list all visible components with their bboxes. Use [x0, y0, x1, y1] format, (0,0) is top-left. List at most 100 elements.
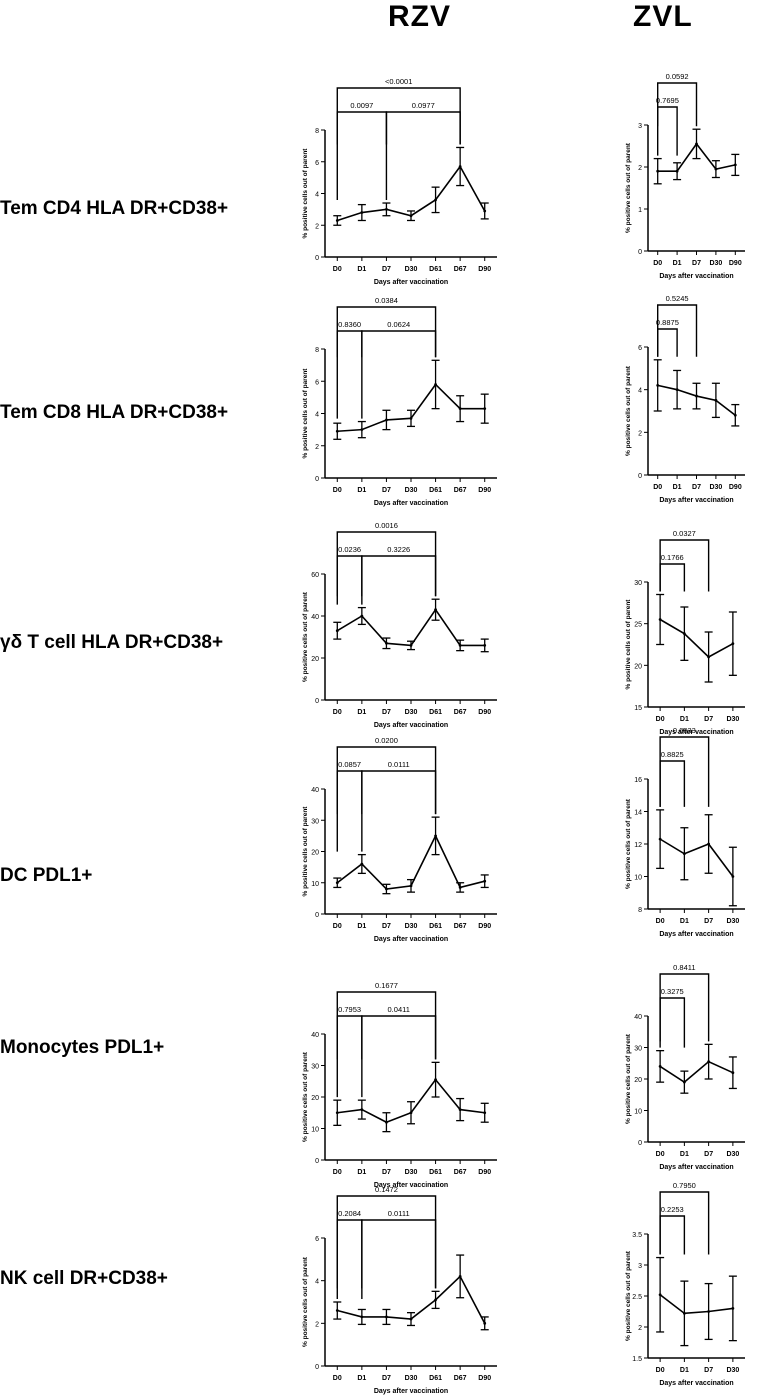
x-tick-label: D0: [333, 266, 342, 273]
significance-bracket: [659, 1215, 686, 1255]
significance-bracket: [336, 531, 437, 597]
data-point: [707, 842, 711, 846]
y-tick-label: 2: [638, 430, 642, 437]
x-tick-label: D90: [478, 487, 491, 494]
y-tick-label: 3: [638, 1263, 642, 1270]
data-point: [695, 394, 698, 398]
significance-bracket: [657, 82, 698, 127]
p-value-label: 0.1766: [661, 553, 684, 562]
p-value-label: 0.8875: [656, 318, 679, 327]
series-line: [659, 618, 734, 658]
p-value-label: 0.0111: [388, 760, 410, 769]
x-tick-label: D67: [454, 1375, 467, 1382]
p-value-label: 0.0857: [338, 760, 361, 769]
data-point: [458, 1108, 462, 1111]
data-point: [714, 167, 718, 171]
significance-bracket: [336, 770, 363, 852]
data-point: [385, 1315, 388, 1319]
data-point: [385, 1120, 388, 1124]
p-value-label: 0.8360: [338, 320, 361, 329]
chart-rzv-10: 0 2 4 6 D0 D1 D7 D30 D61 D67 D90 Days after vaccina…: [302, 1185, 497, 1395]
y-tick-label: 4: [638, 388, 642, 395]
y-tick-label: 2: [315, 1321, 319, 1328]
data-point: [434, 383, 437, 386]
x-tick-label: D0: [656, 1367, 665, 1374]
y-tick-label: 10: [311, 1127, 319, 1134]
p-value-label: 0.5245: [666, 294, 689, 303]
data-point: [731, 642, 735, 646]
data-point: [409, 416, 413, 420]
y-tick-label: 0: [315, 1158, 319, 1165]
x-tick-label: D0: [333, 923, 342, 930]
row-label-gd-t-cell: γδ T cell HLA DR+CD38+: [0, 632, 224, 653]
y-tick-label: 10: [311, 881, 319, 888]
data-point: [335, 629, 339, 633]
x-tick-label: D1: [357, 709, 366, 716]
x-tick-label: D7: [692, 484, 701, 491]
significance-bracket: [659, 539, 710, 592]
x-axis-title: Days after vaccination: [659, 1380, 733, 1387]
data-point: [434, 834, 437, 838]
y-tick-label: 15: [634, 705, 642, 712]
y-tick-label: 2: [315, 444, 319, 451]
chart-zvl-1: 0 1 2 3 D0 D1 D7 D30 D90 Days after vaccination % …: [625, 72, 745, 280]
y-tick-label: 6: [315, 1236, 319, 1243]
data-point: [682, 852, 686, 856]
plot-area: 1.5 2 2.5 3 3.5 D0 D1 D7 D30 Days after vaccinati…: [625, 1181, 745, 1387]
data-point: [731, 875, 735, 878]
y-tick-label: 10: [634, 875, 642, 882]
significance-bracket: [361, 555, 437, 597]
y-tick-label: 20: [311, 850, 319, 857]
x-tick-label: D30: [709, 260, 722, 267]
y-tick-label: 0: [315, 476, 319, 483]
p-value-label: 0.3275: [661, 987, 684, 996]
significance-bracket: [657, 328, 678, 357]
x-tick-label: D0: [333, 709, 342, 716]
data-point: [335, 429, 339, 433]
data-point: [458, 644, 462, 647]
y-axis-title: % positive cells out of parent: [302, 806, 309, 897]
x-tick-label: D7: [382, 1375, 391, 1382]
y-tick-label: 25: [634, 622, 642, 629]
p-value-label: 0.2253: [661, 1205, 684, 1214]
x-axis-title: Days after vaccination: [374, 722, 448, 729]
data-point: [483, 407, 487, 411]
y-tick-label: 8: [315, 128, 319, 135]
y-axis-title: % positive cells out of parent: [302, 1051, 309, 1142]
significance-bracket: [336, 87, 461, 145]
y-tick-label: 40: [311, 1032, 319, 1039]
x-axis-title: Days after vaccination: [659, 1164, 733, 1171]
data-point: [360, 862, 364, 866]
data-point: [731, 1307, 735, 1310]
y-axis-title: % positive cells out of parent: [625, 1250, 632, 1341]
data-point: [733, 163, 737, 167]
significance-bracket: [336, 111, 388, 201]
significance-bracket: [361, 330, 437, 358]
plot-area: 15 20 25 30 D0 D1 D7 D30 Days after vaccination%…: [625, 529, 745, 736]
x-tick-label: D30: [405, 1375, 418, 1382]
data-point: [675, 169, 679, 173]
y-tick-label: 6: [638, 345, 642, 352]
data-point: [483, 879, 487, 883]
data-point: [360, 1315, 364, 1319]
x-tick-label: D90: [478, 923, 491, 930]
x-axis-title: Days after vaccination: [374, 1182, 448, 1189]
y-axis-title: % positive cells out of parent: [302, 591, 309, 682]
p-value-label: 0.7953: [338, 1005, 361, 1014]
chart-zvl-3: 0 2 4 6 D0 D1 D7 D30 D90 Days after vaccination % …: [625, 294, 745, 504]
p-value-label: 0.0236: [338, 545, 361, 554]
y-tick-label: 60: [311, 572, 319, 579]
y-tick-label: 2: [315, 223, 319, 230]
x-axis-title: Days after vaccination: [374, 500, 448, 507]
x-tick-label: D7: [704, 716, 713, 723]
y-tick-label: 4: [315, 1279, 319, 1286]
x-tick-label: D30: [726, 1151, 739, 1158]
data-point: [458, 886, 462, 889]
x-tick-label: D1: [357, 923, 366, 930]
x-tick-label: D30: [405, 1169, 418, 1176]
data-point: [335, 881, 339, 885]
x-tick-label: D90: [478, 709, 491, 716]
data-point: [707, 655, 711, 659]
x-tick-label: D90: [478, 266, 491, 273]
x-tick-label: D61: [429, 266, 442, 273]
